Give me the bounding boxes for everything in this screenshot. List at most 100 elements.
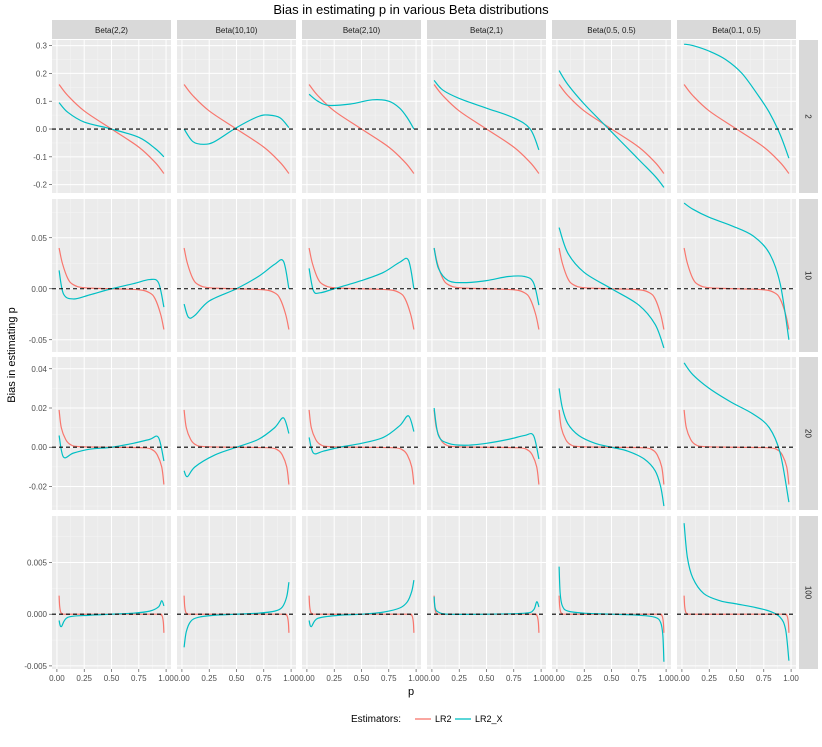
x-tick-label: 0.50 [104, 674, 120, 683]
series-line-lr2-x [684, 43, 790, 159]
x-tick-label: 1.00 [158, 674, 174, 683]
panel-row10-beta-2-10 [302, 199, 421, 352]
strip-col-beta-10-10 [177, 20, 296, 39]
y-axis-label: Bias in estimating p [6, 307, 18, 402]
strip-col-beta-2-1 [427, 20, 546, 39]
strip-col-beta-0-1-0-5 [677, 20, 796, 39]
panel-row2-beta-10-10 [177, 40, 296, 193]
strip-label-col-beta-2-10: Beta(2,10) [343, 26, 381, 35]
x-tick-label: 0.25 [451, 674, 467, 683]
series-line-lr2-x [558, 70, 665, 188]
legend-label-lr2: LR2 [435, 714, 452, 724]
strip-row-100 [799, 516, 818, 669]
panel-row10-beta-0-5-0-5 [552, 199, 671, 352]
panel-row2-beta-0-1-0-5 [677, 40, 796, 193]
y-tick-label: 0.04 [31, 365, 47, 374]
legend-title: Estimators: [351, 714, 401, 725]
x-tick-label: 0.25 [576, 674, 592, 683]
panel-row2-beta-0-5-0-5 [552, 40, 671, 193]
y-tick-label: 0.00 [31, 443, 47, 452]
y-tick-label: 0.3 [36, 42, 48, 51]
x-tick-label: 0.00 [674, 674, 690, 683]
strip-label-col-beta-0-5-0-5: Beta(0.5, 0.5) [587, 26, 636, 35]
panel-row2-beta-2-1 [427, 40, 546, 193]
x-tick-label: 0.00 [549, 674, 565, 683]
panel-row20-beta-0-1-0-5 [677, 357, 796, 510]
legend-label-lr2-x: LR2_X [475, 714, 503, 724]
x-tick-label: 0.50 [729, 674, 745, 683]
strip-label-col-beta-2-2: Beta(2,2) [95, 26, 128, 35]
panel-row100-beta-0-1-0-5 [677, 516, 796, 669]
x-axis-label: p [408, 686, 414, 698]
series-line-lr2-x [433, 407, 540, 460]
strip-label-row-2: 2 [804, 114, 813, 119]
x-tick-label: 0.50 [229, 674, 245, 683]
y-tick-label: -0.005 [24, 662, 47, 671]
y-tick-label: 0.005 [27, 559, 48, 568]
x-tick-label: 0.25 [201, 674, 217, 683]
x-tick-label: 1.00 [658, 674, 674, 683]
y-tick-label: -0.1 [33, 153, 47, 162]
x-tick-label: 0.50 [354, 674, 370, 683]
y-tick-label: -0.2 [33, 181, 47, 190]
panel-row2-beta-2-2 [52, 40, 171, 193]
x-tick-label: 0.75 [506, 674, 522, 683]
y-tick-label: -0.05 [29, 336, 48, 345]
y-tick-label: 0.02 [31, 404, 47, 413]
strip-label-col-beta-2-1: Beta(2,1) [470, 26, 503, 35]
series-line-lr2-x [183, 114, 290, 145]
panel-row20-beta-2-10 [302, 357, 421, 510]
strip-row-10 [799, 199, 818, 352]
strip-col-beta-0-5-0-5 [552, 20, 671, 39]
panel-row2-beta-2-10 [302, 40, 421, 193]
panel-row20-beta-10-10 [177, 357, 296, 510]
strip-label-col-beta-10-10: Beta(10,10) [216, 26, 258, 35]
panel-row100-beta-2-1 [427, 516, 546, 669]
strip-label-row-10: 10 [804, 271, 813, 280]
panel-row20-beta-0-5-0-5 [552, 357, 671, 510]
panel-row100-beta-2-2 [52, 516, 171, 669]
panel-row10-beta-0-1-0-5 [677, 199, 796, 352]
strip-label-row-100: 100 [804, 586, 813, 600]
y-tick-label: 0.05 [31, 234, 47, 243]
panel-row20-beta-2-1 [427, 357, 546, 510]
y-tick-label: 0.1 [36, 97, 48, 106]
strip-label-row-20: 20 [804, 429, 813, 438]
x-tick-label: 0.00 [174, 674, 190, 683]
strip-col-beta-2-2 [52, 20, 171, 39]
y-tick-label: 0.00 [31, 285, 47, 294]
x-tick-label: 1.00 [783, 674, 799, 683]
x-tick-label: 0.75 [631, 674, 647, 683]
legend: Estimators: LR2 LR2_X [351, 714, 503, 725]
x-tick-label: 0.00 [299, 674, 315, 683]
x-tick-label: 0.00 [424, 674, 440, 683]
series-line-lr2-x [308, 415, 415, 455]
panel-row10-beta-2-2 [52, 199, 171, 352]
series-line-lr2-x [308, 257, 415, 295]
series-line-lr2-x [683, 202, 790, 340]
panel-row20-beta-2-2 [52, 357, 171, 510]
x-tick-label: 1.00 [533, 674, 549, 683]
x-tick-label: 0.75 [756, 674, 772, 683]
x-tick-label: 0.00 [49, 674, 65, 683]
series-line-lr2-x [683, 523, 790, 661]
series-line-lr2-x [433, 79, 540, 151]
x-tick-label: 0.75 [256, 674, 272, 683]
y-tick-label: -0.02 [29, 482, 48, 491]
series-line-lr2-x [683, 362, 790, 503]
panel-row100-beta-2-10 [302, 516, 421, 669]
panel-row10-beta-2-1 [427, 199, 546, 352]
strip-row-20 [799, 357, 818, 510]
panels-layer: Beta(2,2) Beta(10,10) Beta(2,10) Beta(2,1) B… [24, 20, 818, 683]
strip-row-2 [799, 40, 818, 193]
strip-label-col-beta-0-1-0-5: Beta(0.1, 0.5) [712, 26, 761, 35]
x-tick-label: 1.00 [408, 674, 424, 683]
x-tick-label: 0.25 [326, 674, 342, 683]
x-tick-label: 0.75 [131, 674, 147, 683]
panel-row100-beta-10-10 [177, 516, 296, 669]
panel-row100-beta-0-5-0-5 [552, 516, 671, 669]
y-tick-label: 0.2 [36, 69, 48, 78]
panel-row10-beta-10-10 [177, 199, 296, 352]
